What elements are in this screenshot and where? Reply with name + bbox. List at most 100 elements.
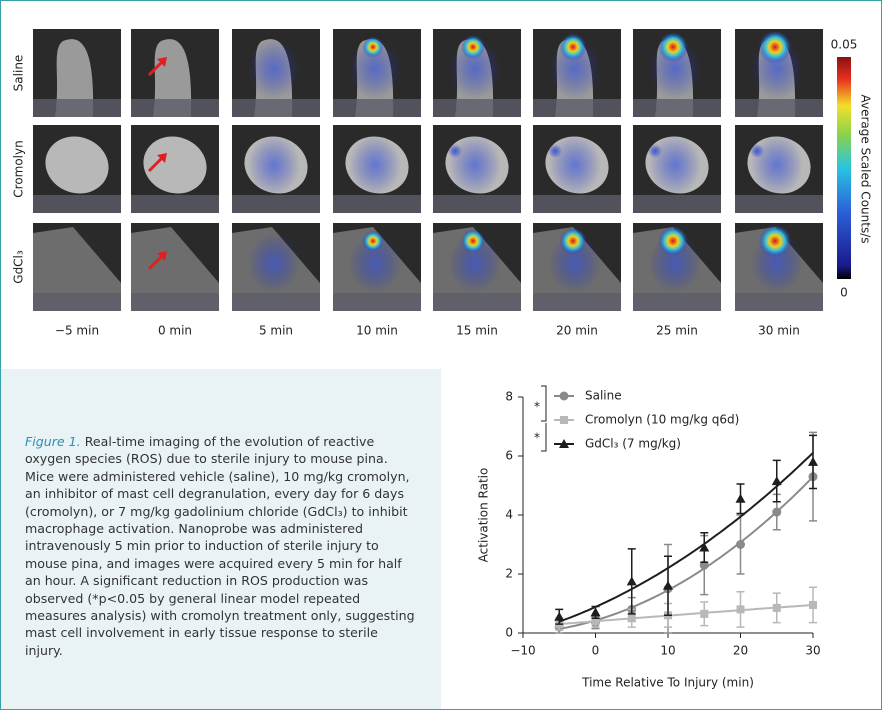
ground <box>633 195 721 213</box>
signal <box>449 233 501 293</box>
column-label: 30 min <box>758 324 800 338</box>
arrow-head <box>157 153 167 163</box>
image-panel <box>533 223 621 311</box>
y-tick-label: 2 <box>505 567 513 581</box>
signal <box>549 135 601 195</box>
image-panel <box>232 125 320 213</box>
image-panel <box>333 125 421 213</box>
y-tick-label: 4 <box>505 508 513 522</box>
hotspot <box>758 224 792 258</box>
ground <box>433 195 521 213</box>
caption-lead: Figure 1. <box>25 434 81 449</box>
image-panel <box>533 125 621 213</box>
marker <box>554 611 565 621</box>
column-label: −5 min <box>55 324 99 338</box>
row-label: GdCl₃ <box>12 250 26 284</box>
row-label: Saline <box>12 55 26 92</box>
ground <box>33 99 121 117</box>
marker <box>809 600 817 609</box>
image-panel <box>633 223 721 311</box>
image-panel <box>433 29 521 117</box>
ground <box>131 195 219 213</box>
row-label: Cromolyn <box>12 140 26 197</box>
signal <box>248 233 300 293</box>
colorbar-max: 0.05 <box>831 38 858 52</box>
signal <box>349 39 401 99</box>
y-axis-label: Activation Ratio <box>477 468 491 563</box>
arrow <box>147 253 165 271</box>
ground <box>433 293 521 311</box>
y-tick-label: 6 <box>505 449 513 463</box>
marker <box>663 580 673 590</box>
x-tick-label: −10 <box>510 644 535 658</box>
signal <box>751 135 803 195</box>
image-panel <box>735 125 823 213</box>
image-panel <box>33 29 121 117</box>
hotspot <box>362 230 384 252</box>
ear <box>55 39 94 117</box>
marker <box>699 542 710 552</box>
caption-text: Real-time imaging of the evolution of re… <box>25 434 415 658</box>
ground <box>33 293 121 311</box>
column-label: 25 min <box>656 324 698 338</box>
y-tick-label: 0 <box>505 626 513 640</box>
x-axis-label: Time Relative To Injury (min) <box>581 676 754 690</box>
fit-curve <box>558 452 814 623</box>
hotspot <box>559 33 587 61</box>
ground <box>533 293 621 311</box>
legend-label: GdCl₃ (7 mg/kg) <box>585 437 681 451</box>
image-panel <box>333 223 421 311</box>
image-panel <box>33 125 121 213</box>
hotspot <box>648 144 662 158</box>
ground <box>633 293 721 311</box>
signal <box>449 135 501 195</box>
column-label: 20 min <box>556 324 598 338</box>
ground <box>533 99 621 117</box>
marker <box>735 493 746 503</box>
caption-box: Figure 1. Real-time imaging of the evolu… <box>1 369 441 709</box>
ground <box>232 195 320 213</box>
marker <box>736 540 745 549</box>
image-panel <box>633 125 721 213</box>
marker <box>591 617 600 626</box>
ground <box>633 99 721 117</box>
image-panel <box>533 29 621 117</box>
significance: * <box>534 400 540 414</box>
arrow <box>147 59 165 77</box>
hotspot <box>758 30 792 64</box>
image-panel <box>433 223 521 311</box>
colorbar-min: 0 <box>840 286 848 300</box>
signal <box>449 39 501 99</box>
column-label: 10 min <box>356 324 398 338</box>
signal <box>349 135 401 195</box>
image-panel <box>333 29 421 117</box>
ear <box>143 136 207 194</box>
ground <box>735 293 823 311</box>
legend-label: Saline <box>585 389 622 403</box>
signal <box>349 233 401 293</box>
ground <box>333 293 421 311</box>
image-panel <box>735 223 823 311</box>
bracket <box>541 385 547 452</box>
image-panel <box>33 223 121 311</box>
image-panel <box>131 29 219 117</box>
marker <box>772 603 781 612</box>
ground <box>131 293 219 311</box>
x-tick-label: 0 <box>592 644 600 658</box>
signal <box>649 135 701 195</box>
hotspot <box>362 36 384 58</box>
hotspot <box>658 32 688 62</box>
ground <box>333 99 421 117</box>
significance: * <box>534 431 540 445</box>
ground <box>33 195 121 213</box>
arrow-head <box>157 251 167 261</box>
ground <box>735 99 823 117</box>
ear <box>131 227 219 311</box>
marker <box>771 476 782 486</box>
image-panel <box>633 29 721 117</box>
hotspot <box>750 144 764 158</box>
column-label: 15 min <box>456 324 498 338</box>
marker <box>700 609 709 618</box>
hotspot <box>559 227 587 255</box>
